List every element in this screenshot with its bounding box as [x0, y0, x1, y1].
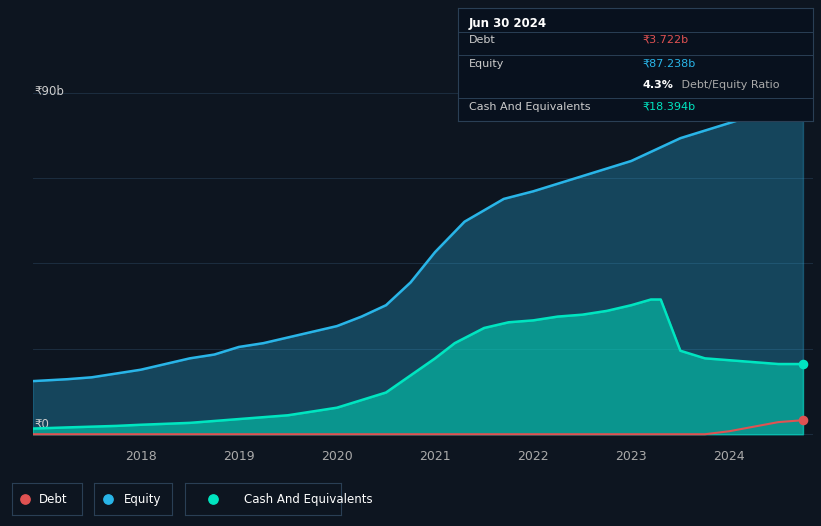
Text: Jun 30 2024: Jun 30 2024 — [469, 17, 547, 30]
Text: Cash And Equivalents: Cash And Equivalents — [469, 102, 590, 112]
Point — [155, 347, 168, 355]
Text: ₹18.394b: ₹18.394b — [643, 102, 695, 112]
Point — [796, 98, 810, 106]
Text: Equity: Equity — [124, 493, 162, 505]
Text: ₹90b: ₹90b — [34, 85, 64, 98]
Point — [796, 416, 810, 424]
Text: 4.3%: 4.3% — [643, 80, 673, 90]
Text: ₹0: ₹0 — [34, 418, 49, 431]
Point — [511, 347, 525, 355]
Point — [796, 360, 810, 368]
Point — [255, 347, 268, 355]
Text: Equity: Equity — [469, 59, 504, 69]
Text: ₹87.238b: ₹87.238b — [643, 59, 695, 69]
Text: Debt: Debt — [469, 35, 496, 45]
Text: Debt: Debt — [39, 493, 67, 505]
Text: Debt/Equity Ratio: Debt/Equity Ratio — [678, 80, 779, 90]
Text: Cash And Equivalents: Cash And Equivalents — [244, 493, 373, 505]
Text: ₹3.722b: ₹3.722b — [643, 35, 689, 45]
